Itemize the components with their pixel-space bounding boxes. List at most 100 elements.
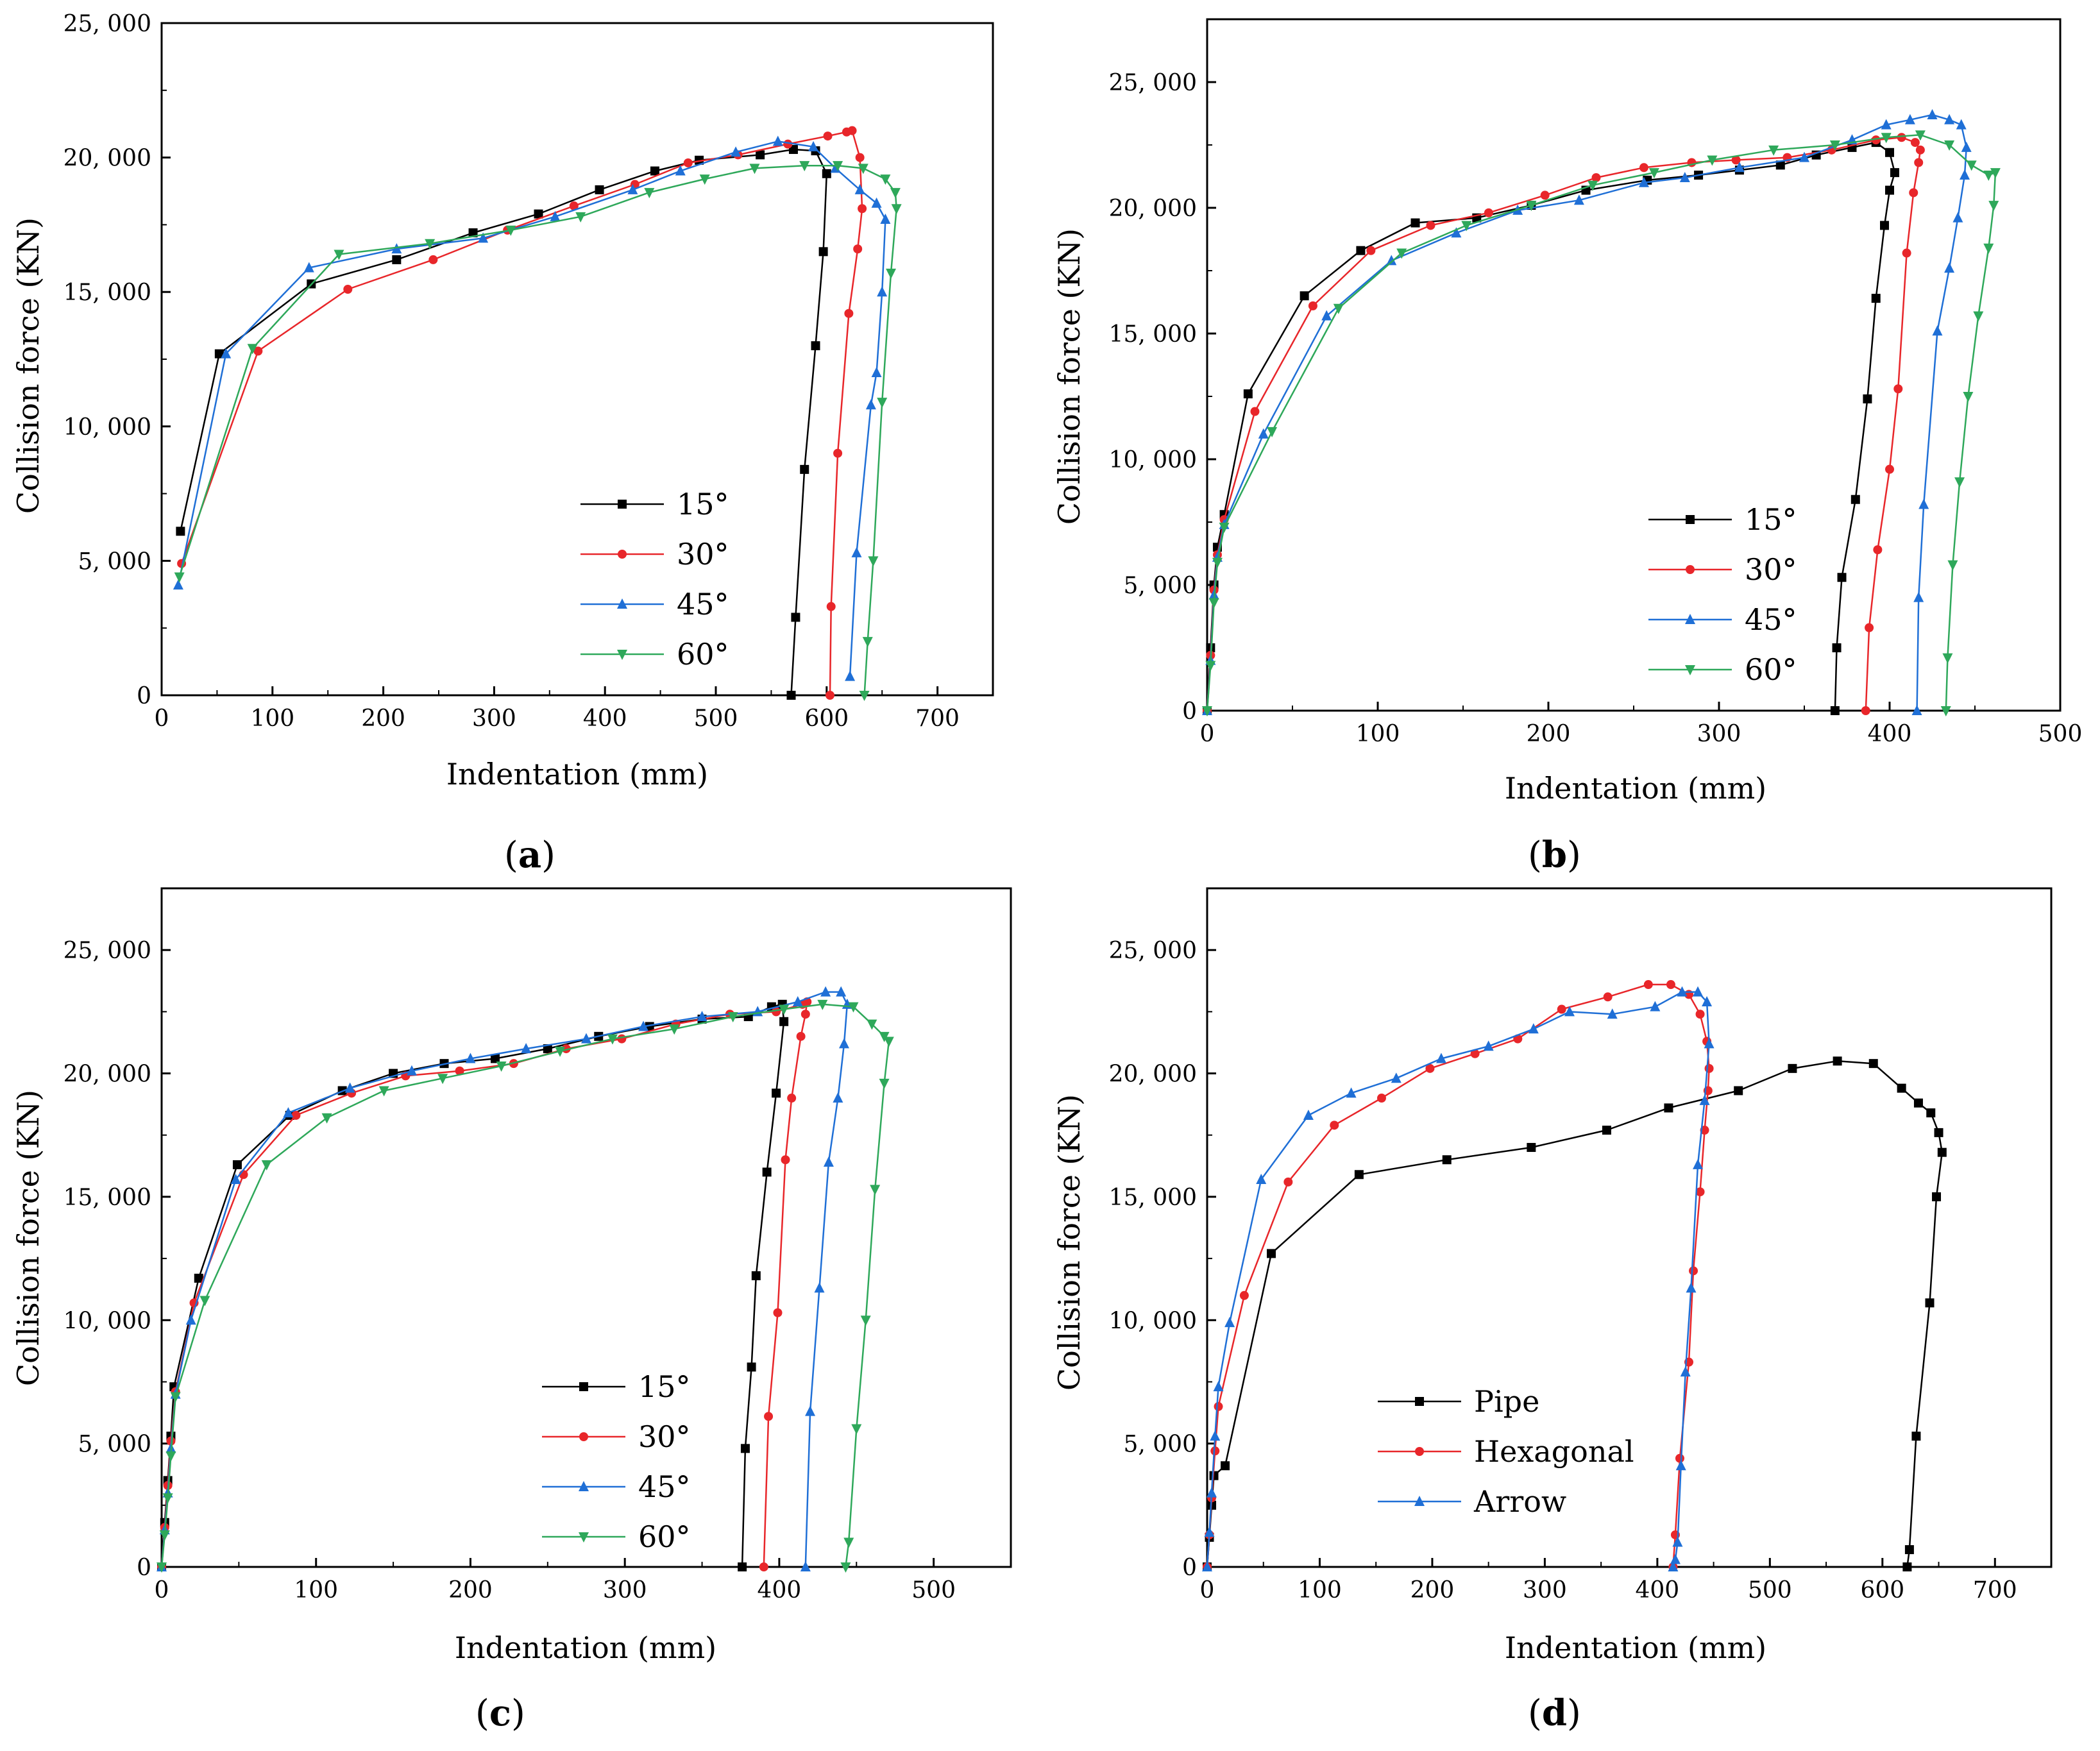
data-point-b-30 xyxy=(1910,138,1920,148)
data-point-c-60 xyxy=(170,1392,181,1403)
data-point-b-45 xyxy=(1321,310,1332,321)
data-point-a-15 xyxy=(392,255,402,264)
data-point-b-45 xyxy=(1386,255,1397,266)
x-tick-label-c: 100 xyxy=(294,1577,338,1603)
data-point-c-30 xyxy=(455,1066,464,1076)
data-point-c-30 xyxy=(781,1155,790,1165)
series-line-c-45 xyxy=(160,991,849,1568)
data-point-b-45 xyxy=(1918,498,1929,509)
legend-marker-c-30 xyxy=(579,1432,588,1441)
x-tick-label-b: 400 xyxy=(1868,721,1912,747)
data-point-c-30 xyxy=(764,1412,774,1421)
data-point-c-60 xyxy=(261,1160,272,1171)
data-point-d-Arrow xyxy=(1207,1487,1217,1498)
data-point-a-30 xyxy=(253,346,263,356)
y-tick-label-a: 0 xyxy=(137,683,151,709)
data-point-a-60 xyxy=(575,212,586,223)
data-point-a-30 xyxy=(844,309,854,318)
legend-marker-a-30 xyxy=(618,550,627,559)
data-point-b-15 xyxy=(1880,221,1890,230)
data-point-a-45 xyxy=(877,286,888,297)
y-tick-label-b: 20, 000 xyxy=(1109,196,1197,222)
panel-b: 0 100 200 300 400 500 0 5, 000 10, 000 15, 000 20,… xyxy=(1052,18,2083,876)
y-tick-label-b: 0 xyxy=(1182,698,1197,725)
y-tick-label-d: 15, 000 xyxy=(1109,1185,1197,1211)
data-point-a-45 xyxy=(772,135,783,146)
x-tick-label-a: 700 xyxy=(915,706,960,732)
data-point-d-Arrow xyxy=(1528,1023,1539,1034)
data-point-c-60 xyxy=(162,1493,173,1504)
data-point-b-45 xyxy=(1881,119,1892,130)
legend-label-b-60: 60° xyxy=(1745,652,1797,687)
x-tick-label-b: 500 xyxy=(2038,721,2083,747)
data-point-d-Arrow xyxy=(1668,1561,1679,1571)
data-point-a-45 xyxy=(303,262,314,273)
data-point-b-45 xyxy=(1679,171,1690,182)
data-point-c-45 xyxy=(697,1011,707,1022)
data-point-c-45 xyxy=(283,1107,294,1118)
data-point-b-45 xyxy=(1904,114,1915,124)
legend-marker-c-45 xyxy=(579,1481,589,1491)
data-point-b-45 xyxy=(1961,141,1972,152)
legend-marker-b-15 xyxy=(1686,515,1695,524)
panel-a: 0 100 200 300 400 500 600 700 0 5, 000 10, 000 15, … xyxy=(11,11,994,876)
data-point-b-45 xyxy=(1956,119,1967,130)
data-point-b-60 xyxy=(1212,557,1223,568)
data-point-a-60 xyxy=(877,398,888,409)
data-point-d-Pipe xyxy=(1934,1128,1943,1137)
data-point-a-60 xyxy=(880,174,891,185)
x-tick-label-d: 500 xyxy=(1748,1577,1792,1603)
data-point-d-Arrow xyxy=(1650,1001,1661,1011)
y-tick-label-c: 25, 000 xyxy=(64,938,151,964)
data-point-a-60 xyxy=(799,161,810,172)
data-point-a-15 xyxy=(800,464,809,474)
data-point-b-60 xyxy=(1881,133,1892,144)
data-point-c-45 xyxy=(185,1314,196,1325)
data-point-d-Pipe xyxy=(1913,1098,1923,1108)
data-point-d-Pipe xyxy=(1868,1059,1878,1069)
data-point-c-45 xyxy=(839,1038,850,1049)
data-point-b-60 xyxy=(1208,598,1219,609)
legend-marker-b-60 xyxy=(1685,665,1695,675)
x-tick-label-a: 200 xyxy=(361,706,405,732)
data-point-b-15 xyxy=(1837,573,1847,582)
x-tick-label-c: 500 xyxy=(911,1577,956,1603)
data-point-a-60 xyxy=(425,239,436,250)
data-point-a-15 xyxy=(214,349,224,359)
y-tick-label-c: 5, 000 xyxy=(78,1432,151,1458)
legend-label-d-Pipe: Pipe xyxy=(1474,1384,1539,1419)
data-point-c-60 xyxy=(727,1012,738,1023)
data-point-d-Pipe xyxy=(1932,1192,1942,1201)
legend-label-b-30: 30° xyxy=(1745,552,1797,587)
data-point-c-60 xyxy=(883,1036,894,1047)
panel-c: 0 100 200 300 400 500 0 5, 000 10, 000 15, 000 20,… xyxy=(11,887,1012,1734)
data-point-b-60 xyxy=(1973,311,1984,322)
x-tick-label-d: 600 xyxy=(1860,1577,1904,1603)
data-point-d-Arrow xyxy=(1204,1527,1215,1537)
data-point-b-30 xyxy=(1731,155,1741,165)
data-point-d-Arrow xyxy=(1702,995,1713,1006)
data-point-d-Arrow xyxy=(1699,1094,1710,1105)
series-line-a-30 xyxy=(180,130,863,696)
data-point-b-30 xyxy=(1366,246,1376,255)
data-point-a-15 xyxy=(176,527,185,536)
legend-label-a-45: 45° xyxy=(677,587,729,622)
series-line-c-15 xyxy=(160,1003,785,1568)
data-point-d-Arrow xyxy=(1256,1173,1267,1184)
data-point-b-45 xyxy=(1799,151,1809,162)
data-point-c-60 xyxy=(870,1185,881,1196)
legend-label-a-60: 60° xyxy=(677,637,729,672)
x-tick-label-b: 0 xyxy=(1200,721,1215,747)
data-point-a-60 xyxy=(868,556,879,567)
data-point-d-Arrow xyxy=(1391,1072,1401,1083)
data-point-b-30 xyxy=(1871,135,1881,145)
data-point-d-Pipe xyxy=(1904,1545,1914,1555)
data-point-a-60 xyxy=(699,174,710,185)
data-point-b-30 xyxy=(1915,145,1925,155)
data-point-b-60 xyxy=(1829,140,1840,151)
data-point-d-Arrow xyxy=(1607,1008,1618,1019)
y-tick-label-c: 0 xyxy=(137,1555,151,1581)
data-point-c-30 xyxy=(800,1010,810,1019)
x-tick-label-c: 300 xyxy=(603,1577,647,1603)
data-point-b-30 xyxy=(1426,221,1435,230)
